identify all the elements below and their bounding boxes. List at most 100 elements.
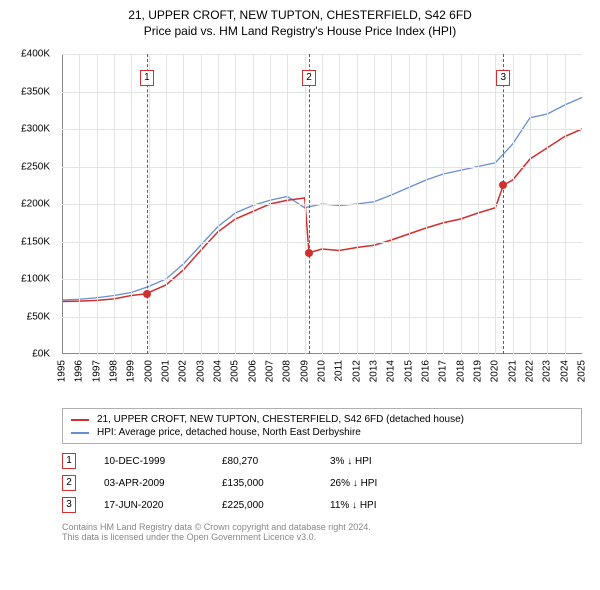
x-tick-label: 2018 (455, 360, 466, 382)
x-tick-label: 2012 (351, 360, 362, 382)
x-tick-label: 1998 (109, 360, 120, 382)
gridline-v (270, 54, 271, 354)
x-tick-label: 2023 (542, 360, 553, 382)
x-tick-label: 2022 (525, 360, 536, 382)
x-tick-label: 2003 (195, 360, 206, 382)
x-tick-label: 2004 (213, 360, 224, 382)
sale-row-date: 10-DEC-1999 (104, 456, 194, 467)
gridline-v (461, 54, 462, 354)
plot-region: 1 2 3 (62, 54, 582, 354)
gridline-v (322, 54, 323, 354)
sale-row-number: 3 (62, 497, 76, 513)
x-tick-label: 1995 (57, 360, 68, 382)
gridline-v (201, 54, 202, 354)
footer-attribution: Contains HM Land Registry data © Crown c… (62, 522, 590, 542)
y-tick-label: £0K (0, 349, 50, 360)
sale-marker-number: 2 (302, 70, 316, 86)
x-tick-label: 1999 (126, 360, 137, 382)
x-tick-label: 2013 (369, 360, 380, 382)
x-tick-label: 2008 (282, 360, 293, 382)
x-tick-label: 2016 (421, 360, 432, 382)
x-tick-label: 2002 (178, 360, 189, 382)
x-tick-label: 2006 (247, 360, 258, 382)
chart-title-subtitle: Price paid vs. HM Land Registry's House … (10, 24, 590, 38)
footer-line1: Contains HM Land Registry data © Crown c… (62, 522, 590, 532)
sale-marker-number: 1 (140, 70, 154, 86)
legend-label: HPI: Average price, detached house, Nort… (97, 427, 361, 438)
title-block: 21, UPPER CROFT, NEW TUPTON, CHESTERFIEL… (10, 8, 590, 38)
gridline-v (218, 54, 219, 354)
sale-row-price: £135,000 (222, 478, 302, 489)
x-tick-label: 2021 (507, 360, 518, 382)
legend-swatch (71, 419, 89, 421)
x-tick-label: 1996 (74, 360, 85, 382)
sale-marker-line (309, 54, 310, 354)
gridline-v (391, 54, 392, 354)
y-tick-label: £400K (0, 49, 50, 60)
gridline-v (409, 54, 410, 354)
x-tick-label: 2020 (490, 360, 501, 382)
gridline-v (374, 54, 375, 354)
legend-row: 21, UPPER CROFT, NEW TUPTON, CHESTERFIEL… (71, 413, 573, 426)
gridline-v (513, 54, 514, 354)
gridline-v (530, 54, 531, 354)
y-tick-label: £100K (0, 274, 50, 285)
gridline-v (357, 54, 358, 354)
sale-row: 2 03-APR-2009 £135,000 26% ↓ HPI (62, 472, 590, 494)
chart-container: 21, UPPER CROFT, NEW TUPTON, CHESTERFIEL… (0, 0, 600, 590)
gridline-v (339, 54, 340, 354)
gridline-v (287, 54, 288, 354)
chart-title-address: 21, UPPER CROFT, NEW TUPTON, CHESTERFIEL… (10, 8, 590, 22)
y-tick-label: £150K (0, 236, 50, 247)
gridline-v (149, 54, 150, 354)
legend-row: HPI: Average price, detached house, Nort… (71, 426, 573, 439)
sale-row: 317-JUN-2020£225,00011% ↓ HPI (62, 494, 590, 516)
gridline-v (443, 54, 444, 354)
sale-row-date: 03-APR-2009 (104, 478, 194, 489)
x-tick-label: 2007 (265, 360, 276, 382)
gridline-v (114, 54, 115, 354)
sale-row-price: £225,000 (222, 500, 302, 511)
x-tick-label: 2017 (438, 360, 449, 382)
x-tick-label: 1997 (91, 360, 102, 382)
footer-line2: This data is licensed under the Open Gov… (62, 532, 590, 542)
sale-marker-dot (305, 249, 313, 257)
sales-table: 110-DEC-1999£80,2703% ↓ HPI203-APR-2009£… (10, 450, 590, 516)
gridline-v (253, 54, 254, 354)
sale-row: 110-DEC-1999£80,2703% ↓ HPI (62, 450, 590, 472)
gridline-v (183, 54, 184, 354)
gridline-v (426, 54, 427, 354)
x-tick-label: 2015 (403, 360, 414, 382)
sale-row-hpi: 26% ↓ HPI (330, 478, 440, 489)
x-tick-label: 2024 (559, 360, 570, 382)
x-tick-label: 2025 (577, 360, 588, 382)
sale-marker-dot (499, 181, 507, 189)
x-tick-label: 2005 (230, 360, 241, 382)
y-tick-label: £250K (0, 161, 50, 172)
x-tick-label: 2014 (386, 360, 397, 382)
gridline-v (79, 54, 80, 354)
y-tick-label: £50K (0, 311, 50, 322)
gridline-v (131, 54, 132, 354)
x-tick-label: 2000 (143, 360, 154, 382)
sale-marker-dot (143, 290, 151, 298)
sale-row-number: 1 (62, 453, 76, 469)
gridline-v (97, 54, 98, 354)
sale-marker-line (503, 54, 504, 354)
gridline-v (565, 54, 566, 354)
sale-marker-number: 3 (496, 70, 510, 86)
sale-row-number: 2 (62, 475, 76, 491)
x-tick-label: 2010 (317, 360, 328, 382)
gridline-v (547, 54, 548, 354)
gridline-v (235, 54, 236, 354)
gridline-v (166, 54, 167, 354)
x-tick-label: 2011 (334, 360, 345, 382)
legend-swatch (71, 432, 89, 434)
y-tick-label: £300K (0, 124, 50, 135)
chart-area: 123 £0K£50K£100K£150K£200K£250K£300K£350… (10, 44, 590, 404)
sale-row-hpi: 3% ↓ HPI (330, 456, 440, 467)
y-tick-label: £350K (0, 86, 50, 97)
legend-label: 21, UPPER CROFT, NEW TUPTON, CHESTERFIEL… (97, 414, 464, 425)
sale-marker-line (147, 54, 148, 354)
y-tick-label: £200K (0, 199, 50, 210)
